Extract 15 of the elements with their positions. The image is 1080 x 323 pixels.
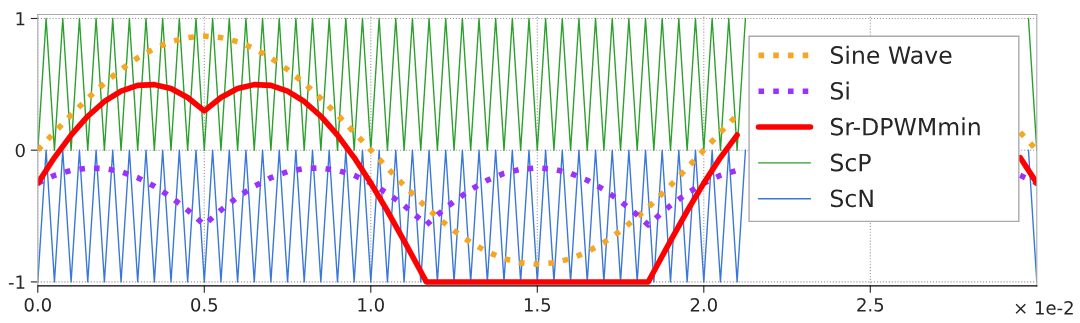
legend-label: Sine Wave: [830, 45, 952, 64]
y-tick-label: 1: [16, 12, 25, 26]
legend-label: Sr-DPWMmin: [830, 117, 980, 136]
text: × 1e-2: [1015, 301, 1073, 315]
x-tick-label: 1.0: [358, 297, 384, 312]
legend-label: Si: [830, 81, 849, 100]
x-tick-label: 2.0: [690, 297, 717, 312]
legend-label: ScN: [830, 189, 873, 208]
legend-label: ScP: [830, 153, 871, 172]
y-tick-label: 0: [15, 143, 25, 158]
y-tick-label: -1: [8, 275, 25, 289]
x-tick-label: 1.5: [524, 298, 551, 312]
x-tick-label: 0.0: [24, 297, 51, 312]
x-tick-label: 2.5: [857, 297, 884, 312]
x-tick-label: 0.5: [191, 297, 218, 312]
